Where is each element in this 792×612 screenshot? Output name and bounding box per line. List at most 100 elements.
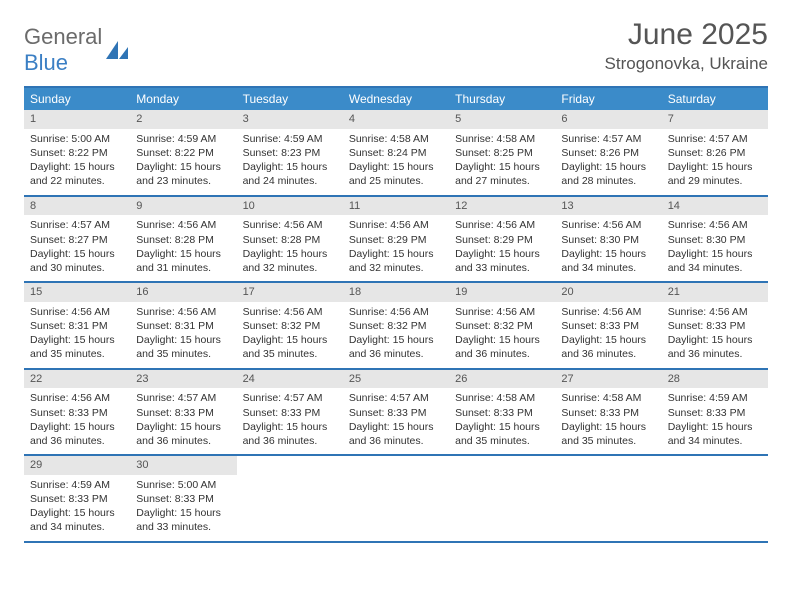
day-body: Sunrise: 5:00 AMSunset: 8:22 PMDaylight:…: [24, 129, 130, 195]
day-cell: 22Sunrise: 4:56 AMSunset: 8:33 PMDayligh…: [24, 370, 130, 455]
day-body: Sunrise: 4:58 AMSunset: 8:33 PMDaylight:…: [555, 388, 661, 454]
day-number: 3: [237, 110, 343, 129]
daylight-text: Daylight: 15 hours and 36 minutes.: [668, 333, 762, 361]
day-body: Sunrise: 4:57 AMSunset: 8:33 PMDaylight:…: [130, 388, 236, 454]
day-body: Sunrise: 4:57 AMSunset: 8:33 PMDaylight:…: [343, 388, 449, 454]
week-row: 8Sunrise: 4:57 AMSunset: 8:27 PMDaylight…: [24, 197, 768, 284]
day-body: Sunrise: 4:56 AMSunset: 8:32 PMDaylight:…: [237, 302, 343, 368]
day-cell: 16Sunrise: 4:56 AMSunset: 8:31 PMDayligh…: [130, 283, 236, 368]
sunset-text: Sunset: 8:23 PM: [243, 146, 337, 160]
calendar: Sunday Monday Tuesday Wednesday Thursday…: [24, 86, 768, 543]
day-number: 12: [449, 197, 555, 216]
sunset-text: Sunset: 8:30 PM: [561, 233, 655, 247]
sunrise-text: Sunrise: 5:00 AM: [136, 478, 230, 492]
day-body: Sunrise: 4:56 AMSunset: 8:29 PMDaylight:…: [449, 215, 555, 281]
week-row: 22 Sunrise: 4:56 AM Sunset: 8:33 PM Dayligh…: [24, 370, 768, 457]
day-cell: 7Sunrise: 4:57 AMSunset: 8:26 PMDaylight…: [662, 110, 768, 195]
sunset-text: Sunset: 8:24 PM: [349, 146, 443, 160]
day-number: 26: [449, 370, 555, 389]
day-number: 13: [555, 197, 661, 216]
day-number: 23: [130, 370, 236, 389]
sunrise-text: Sunrise: 4:56 AM: [455, 305, 549, 319]
location: Strogonovka, Ukraine: [605, 54, 768, 74]
day-body: Sunrise: 5:00 AMSunset: 8:33 PMDaylight:…: [130, 475, 236, 541]
day-cell: 6Sunrise: 4:57 AMSunset: 8:26 PMDaylight…: [555, 110, 661, 195]
day-number: 24: [237, 370, 343, 389]
sunrise-text: Sunrise: 4:59 AM: [243, 132, 337, 146]
day-cell: 24Sunrise: 4:57 AMSunset: 8:33 PMDayligh…: [237, 370, 343, 455]
sunset-text: Sunset: 8:32 PM: [243, 319, 337, 333]
day-cell: 4Sunrise: 4:58 AMSunset: 8:24 PMDaylight…: [343, 110, 449, 195]
day-cell: 15Sunrise: 4:56 AMSunset: 8:31 PMDayligh…: [24, 283, 130, 368]
daylight-text: Daylight: 15 hours and 35 minutes.: [561, 420, 655, 448]
day-body: Sunrise: 4:56 AMSunset: 8:33 PMDaylight:…: [662, 302, 768, 368]
weekday-header: Saturday: [662, 88, 768, 110]
sunset-text: Sunset: 8:31 PM: [136, 319, 230, 333]
day-cell: 29Sunrise: 4:59 AMSunset: 8:33 PMDayligh…: [24, 456, 130, 541]
sunrise-text: Sunrise: 4:56 AM: [30, 391, 124, 405]
day-cell: [237, 456, 343, 541]
day-body: Sunrise: 4:56 AMSunset: 8:31 PMDaylight:…: [24, 302, 130, 368]
daylight-text: Daylight: 15 hours and 35 minutes.: [136, 333, 230, 361]
sunset-text: Sunset: 8:33 PM: [30, 492, 124, 506]
weekday-header-row: Sunday Monday Tuesday Wednesday Thursday…: [24, 88, 768, 110]
daylight-text: Daylight: 15 hours and 32 minutes.: [349, 247, 443, 275]
day-number: 1: [24, 110, 130, 129]
day-number: 15: [24, 283, 130, 302]
sunset-text: Sunset: 8:29 PM: [455, 233, 549, 247]
sunset-text: Sunset: 8:29 PM: [349, 233, 443, 247]
daylight-text: Daylight: 15 hours and 24 minutes.: [243, 160, 337, 188]
day-number: 11: [343, 197, 449, 216]
weekday-header: Friday: [555, 88, 661, 110]
day-cell: 12Sunrise: 4:56 AMSunset: 8:29 PMDayligh…: [449, 197, 555, 282]
daylight-text: Daylight: 15 hours and 30 minutes.: [30, 247, 124, 275]
day-number: 5: [449, 110, 555, 129]
sunset-text: Sunset: 8:33 PM: [455, 406, 549, 420]
day-body: Sunrise: 4:58 AMSunset: 8:33 PMDaylight:…: [449, 388, 555, 454]
sunrise-text: Sunrise: 4:57 AM: [561, 132, 655, 146]
day-number: 10: [237, 197, 343, 216]
day-cell: 27Sunrise: 4:58 AMSunset: 8:33 PMDayligh…: [555, 370, 661, 455]
day-cell: 13Sunrise: 4:56 AMSunset: 8:30 PMDayligh…: [555, 197, 661, 282]
logo-word2: Blue: [24, 50, 68, 75]
daylight-text: Daylight: 15 hours and 25 minutes.: [349, 160, 443, 188]
daylight-text: Daylight: 15 hours and 36 minutes.: [243, 420, 337, 448]
header: General Blue June 2025 Strogonovka, Ukra…: [24, 18, 768, 76]
day-cell: 14Sunrise: 4:56 AMSunset: 8:30 PMDayligh…: [662, 197, 768, 282]
day-number: 8: [24, 197, 130, 216]
day-cell: [449, 456, 555, 541]
sunset-text: Sunset: 8:33 PM: [136, 406, 230, 420]
day-number: 21: [662, 283, 768, 302]
sunrise-text: Sunrise: 4:56 AM: [349, 305, 443, 319]
day-body: Sunrise: 4:58 AMSunset: 8:25 PMDaylight:…: [449, 129, 555, 195]
daylight-text: Daylight: 15 hours and 32 minutes.: [243, 247, 337, 275]
day-cell: 18Sunrise: 4:56 AMSunset: 8:32 PMDayligh…: [343, 283, 449, 368]
weekday-header: Wednesday: [343, 88, 449, 110]
day-number: 18: [343, 283, 449, 302]
day-number: 19: [449, 283, 555, 302]
day-number: 22: [24, 370, 130, 389]
daylight-text: Daylight: 15 hours and 36 minutes.: [561, 333, 655, 361]
day-body: Sunrise: 4:57 AMSunset: 8:27 PMDaylight:…: [24, 215, 130, 281]
sunrise-text: Sunrise: 4:57 AM: [136, 391, 230, 405]
sunset-text: Sunset: 8:26 PM: [561, 146, 655, 160]
day-cell: 11 Sunrise: 4:56 AMSunset: 8:29 PMDayligh…: [343, 197, 449, 282]
week-row: 29Sunrise: 4:59 AMSunset: 8:33 PMDayligh…: [24, 456, 768, 543]
sunset-text: Sunset: 8:22 PM: [136, 146, 230, 160]
day-number: 17: [237, 283, 343, 302]
daylight-text: Daylight: 15 hours and 35 minutes.: [30, 333, 124, 361]
daylight-text: Daylight: 15 hours and 27 minutes.: [455, 160, 549, 188]
day-number: 28: [662, 370, 768, 389]
day-body: Sunrise: 4:56 AMSunset: 8:32 PMDaylight:…: [343, 302, 449, 368]
week-row: 15Sunrise: 4:56 AMSunset: 8:31 PMDayligh…: [24, 283, 768, 370]
day-cell: 3 Sunrise: 4:59 AMSunset: 8:23 PMDaylight…: [237, 110, 343, 195]
day-number: 25: [343, 370, 449, 389]
sunset-text: Sunset: 8:28 PM: [136, 233, 230, 247]
daylight-text: Daylight: 15 hours and 31 minutes.: [136, 247, 230, 275]
daylight-text: Daylight: 15 hours and 35 minutes.: [243, 333, 337, 361]
sunrise-text: Sunrise: 4:57 AM: [243, 391, 337, 405]
day-cell: 17Sunrise: 4:56 AMSunset: 8:32 PMDayligh…: [237, 283, 343, 368]
sunrise-text: Sunrise: 4:56 AM: [349, 218, 443, 232]
day-body: Sunrise: 4:57 AMSunset: 8:26 PMDaylight:…: [555, 129, 661, 195]
sunrise-text: Sunrise: 4:56 AM: [243, 218, 337, 232]
